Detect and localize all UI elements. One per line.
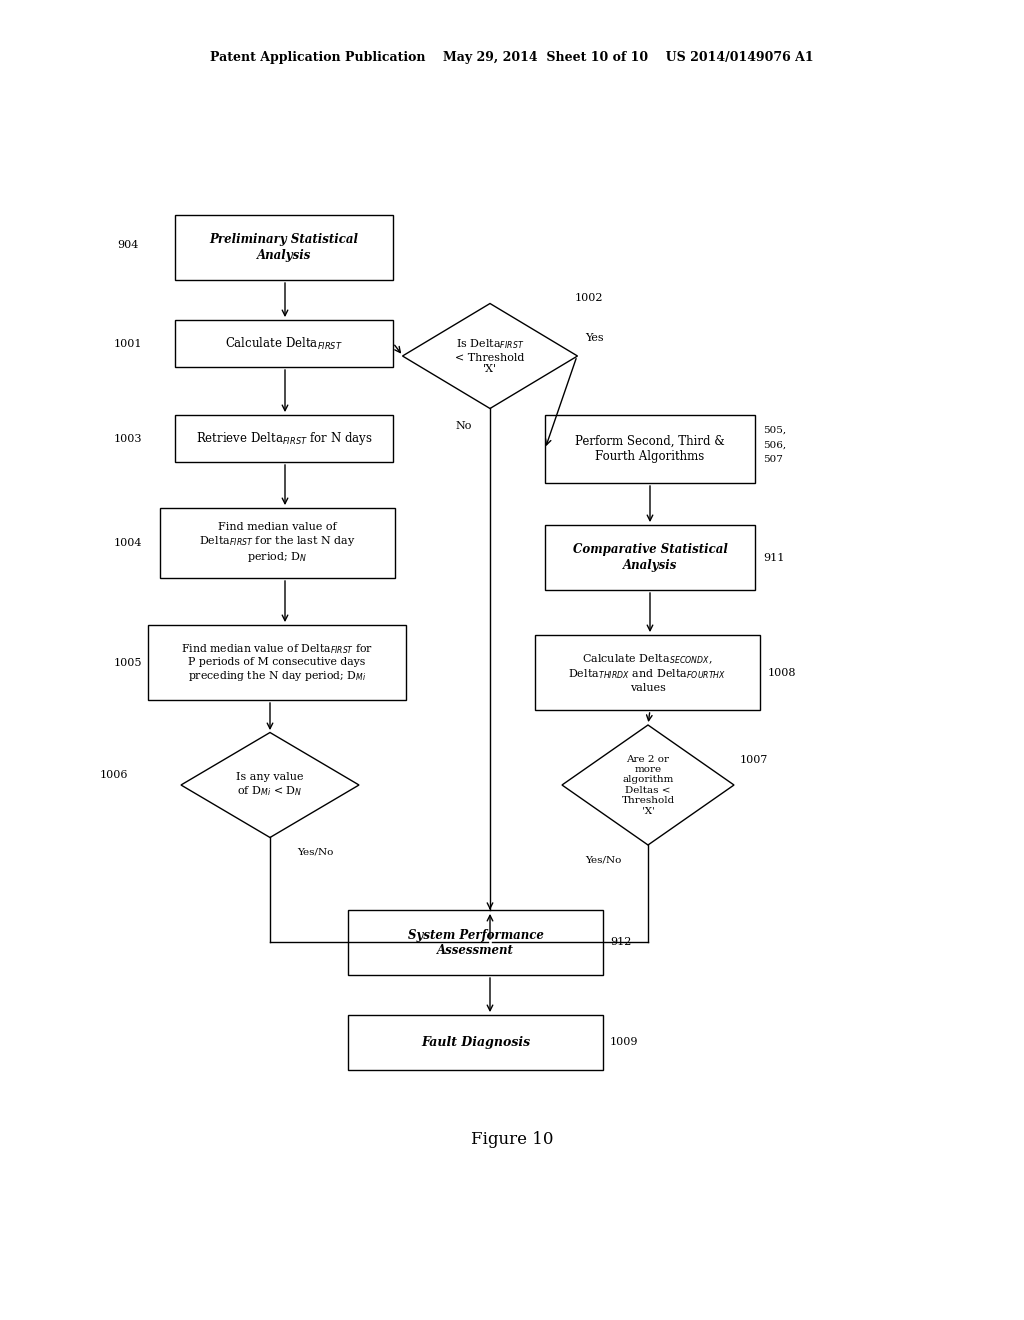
Polygon shape: [402, 304, 578, 408]
Bar: [545, 414, 755, 483]
Bar: [175, 215, 393, 280]
Text: 912: 912: [610, 937, 632, 946]
Text: 506,: 506,: [763, 441, 786, 450]
Text: 1002: 1002: [575, 293, 603, 304]
Text: Patent Application Publication    May 29, 2014  Sheet 10 of 10    US 2014/014907: Patent Application Publication May 29, 2…: [210, 51, 814, 65]
Text: Yes: Yes: [585, 333, 603, 343]
Text: 1009: 1009: [610, 1038, 639, 1047]
Text: Are 2 or
more
algorithm
Deltas <
Threshold
'X': Are 2 or more algorithm Deltas < Thresho…: [622, 755, 675, 816]
Text: 1006: 1006: [99, 770, 128, 780]
Text: 507: 507: [763, 455, 783, 465]
Text: Yes/No: Yes/No: [585, 855, 622, 865]
Polygon shape: [562, 725, 734, 845]
Bar: [160, 508, 395, 578]
Bar: [148, 624, 406, 700]
Text: 1004: 1004: [114, 539, 142, 548]
Bar: [535, 635, 760, 710]
Text: System Performance
Assessment: System Performance Assessment: [408, 928, 544, 957]
Bar: [545, 525, 755, 590]
Text: Perform Second, Third &
Fourth Algorithms: Perform Second, Third & Fourth Algorithm…: [575, 436, 725, 463]
Text: 1007: 1007: [740, 755, 768, 766]
Text: 1001: 1001: [114, 339, 142, 348]
Text: 1003: 1003: [114, 434, 142, 444]
Text: Is any value
of D$_{Mi}$ < D$_N$: Is any value of D$_{Mi}$ < D$_N$: [237, 772, 304, 797]
Text: Is Delta$_{FIRST}$
< Threshold
'X': Is Delta$_{FIRST}$ < Threshold 'X': [456, 338, 524, 375]
Text: Find median value of Delta$_{FIRST}$ for
P periods of M consecutive days
precedi: Find median value of Delta$_{FIRST}$ for…: [181, 642, 373, 684]
Text: No: No: [456, 421, 472, 432]
Polygon shape: [181, 733, 359, 837]
Text: 911: 911: [763, 553, 784, 564]
Text: Calculate Delta$_{SECONDX}$,
Delta$_{THIRDX}$ and Delta$_{FOURTHX}$
values: Calculate Delta$_{SECONDX}$, Delta$_{THI…: [568, 652, 727, 693]
Bar: [348, 909, 603, 975]
Bar: [175, 319, 393, 367]
Text: 1005: 1005: [114, 657, 142, 668]
Text: Calculate Delta$_{FIRST}$: Calculate Delta$_{FIRST}$: [225, 335, 343, 351]
Text: Fault Diagnosis: Fault Diagnosis: [421, 1036, 530, 1049]
Text: Find median value of
Delta$_{FIRST}$ for the last N day
period; D$_N$: Find median value of Delta$_{FIRST}$ for…: [200, 521, 355, 564]
Bar: [175, 414, 393, 462]
Text: 505,: 505,: [763, 425, 786, 434]
Text: Comparative Statistical
Analysis: Comparative Statistical Analysis: [572, 544, 727, 572]
Text: Preliminary Statistical
Analysis: Preliminary Statistical Analysis: [210, 234, 358, 261]
Text: 1008: 1008: [768, 668, 797, 678]
Bar: [348, 1015, 603, 1071]
Text: Figure 10: Figure 10: [471, 1131, 553, 1148]
Text: Yes/No: Yes/No: [297, 847, 333, 857]
Text: 904: 904: [118, 240, 138, 249]
Text: Retrieve Delta$_{FIRST}$ for N days: Retrieve Delta$_{FIRST}$ for N days: [196, 430, 373, 447]
